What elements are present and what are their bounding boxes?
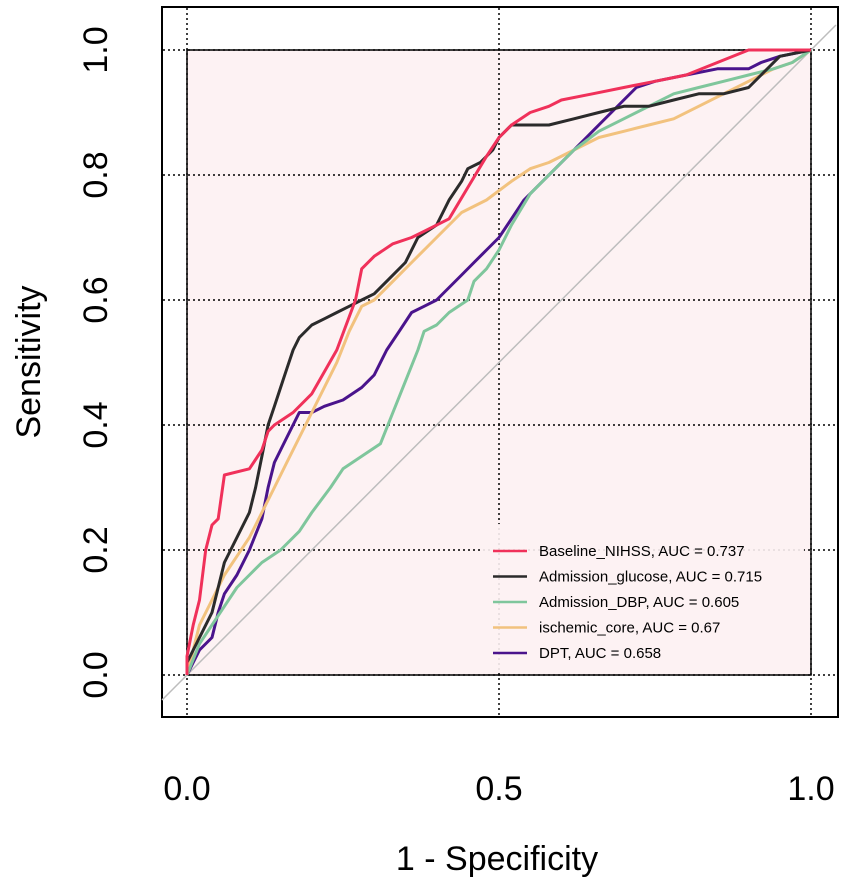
x-tick-label-0: 0.0 <box>163 770 210 808</box>
series-line-ischemic-core <box>185 48 812 676</box>
y-tick-label-1: 0.2 <box>77 526 115 573</box>
y-tick-label-5: 1.0 <box>77 26 115 73</box>
y-tick-label-2: 0.4 <box>77 401 115 448</box>
x-tick-labels: 0.0 0.5 1.0 <box>163 770 834 808</box>
x-axis-title: 1 - Specificity <box>396 840 598 878</box>
series-lines <box>185 48 812 676</box>
x-tick-label-1: 0.5 <box>475 770 522 808</box>
legend-label-2: Admission_DBP, AUC = 0.605 <box>539 594 739 611</box>
legend: Baseline_NIHSS, AUC = 0.737 Admission_glu… <box>482 524 804 671</box>
legend-label-0: Baseline_NIHSS, AUC = 0.737 <box>539 543 745 560</box>
y-axis-title: Sensitivity <box>10 285 48 438</box>
series-line-dpt <box>185 48 812 676</box>
series-line-admission-dbp <box>185 48 812 676</box>
y-tick-label-4: 0.8 <box>77 151 115 198</box>
plot-frame <box>161 6 839 718</box>
x-tick-label-2: 1.0 <box>787 770 834 808</box>
legend-label-3: ischemic_core, AUC = 0.67 <box>539 620 720 637</box>
legend-box <box>482 524 804 671</box>
series-line-admission-glucose <box>185 48 812 675</box>
y-tick-label-3: 0.6 <box>77 276 115 323</box>
chance-reference-line <box>161 24 837 701</box>
legend-label-4: DPT, AUC = 0.658 <box>539 645 661 662</box>
y-tick-labels: 0.0 0.2 0.4 0.6 0.8 1.0 <box>77 26 115 698</box>
y-tick-label-0: 0.0 <box>77 651 115 698</box>
legend-label-1: Admission_glucose, AUC = 0.715 <box>539 569 762 586</box>
series-line-baseline-nihss <box>185 48 811 675</box>
